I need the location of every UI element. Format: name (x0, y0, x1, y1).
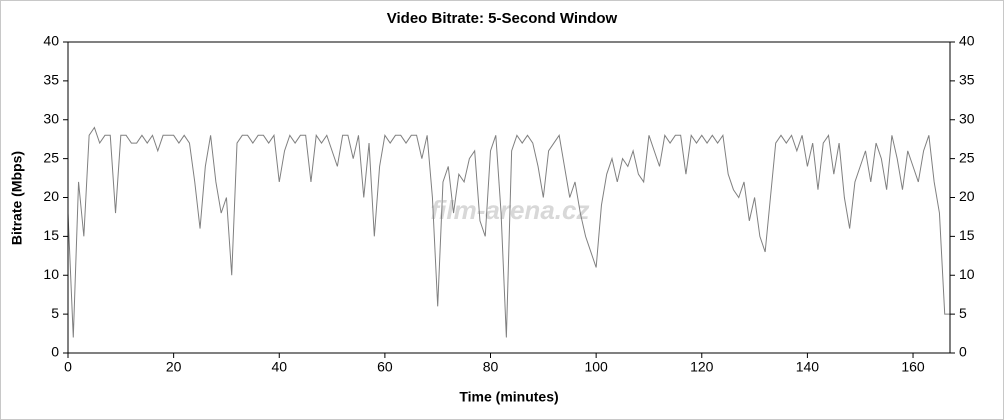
y2-tick-label: 10 (959, 266, 975, 282)
x-tick-label: 40 (271, 359, 287, 375)
bitrate-line (67, 126, 950, 338)
y2-tick-label: 15 (959, 227, 975, 243)
y-tick-label: 35 (43, 72, 59, 88)
y2-tick-label: 5 (959, 305, 967, 321)
y-axis-label: Bitrate (Mbps) (9, 151, 25, 245)
y-tick-label: 40 (43, 33, 59, 49)
y2-tick-label: 0 (959, 344, 967, 360)
y2-tick-label: 30 (959, 110, 975, 126)
x-tick-label: 120 (690, 359, 714, 375)
y-tick-label: 30 (43, 110, 59, 126)
x-tick-label: 20 (166, 359, 182, 375)
x-tick-label: 60 (377, 359, 393, 375)
y2-tick-label: 40 (959, 33, 975, 49)
x-axis-label: Time (minutes) (459, 389, 558, 405)
x-tick-label: 160 (901, 359, 925, 375)
y-tick-label: 0 (51, 344, 59, 360)
x-tick-label: 0 (64, 359, 72, 375)
y-tick-label: 10 (43, 266, 59, 282)
y-tick-label: 5 (51, 305, 59, 321)
plot-border (67, 41, 951, 354)
y-tick-label: 25 (43, 149, 59, 165)
x-tick-label: 100 (584, 359, 608, 375)
y-tick-label: 15 (43, 227, 59, 243)
x-tick-label: 80 (483, 359, 499, 375)
chart-title: Video Bitrate: 5-Second Window (387, 10, 618, 27)
x-tick-label: 140 (796, 359, 820, 375)
y2-tick-label: 25 (959, 149, 975, 165)
y-tick-label: 20 (43, 188, 59, 204)
y2-tick-label: 20 (959, 188, 975, 204)
y2-tick-label: 35 (959, 72, 975, 88)
